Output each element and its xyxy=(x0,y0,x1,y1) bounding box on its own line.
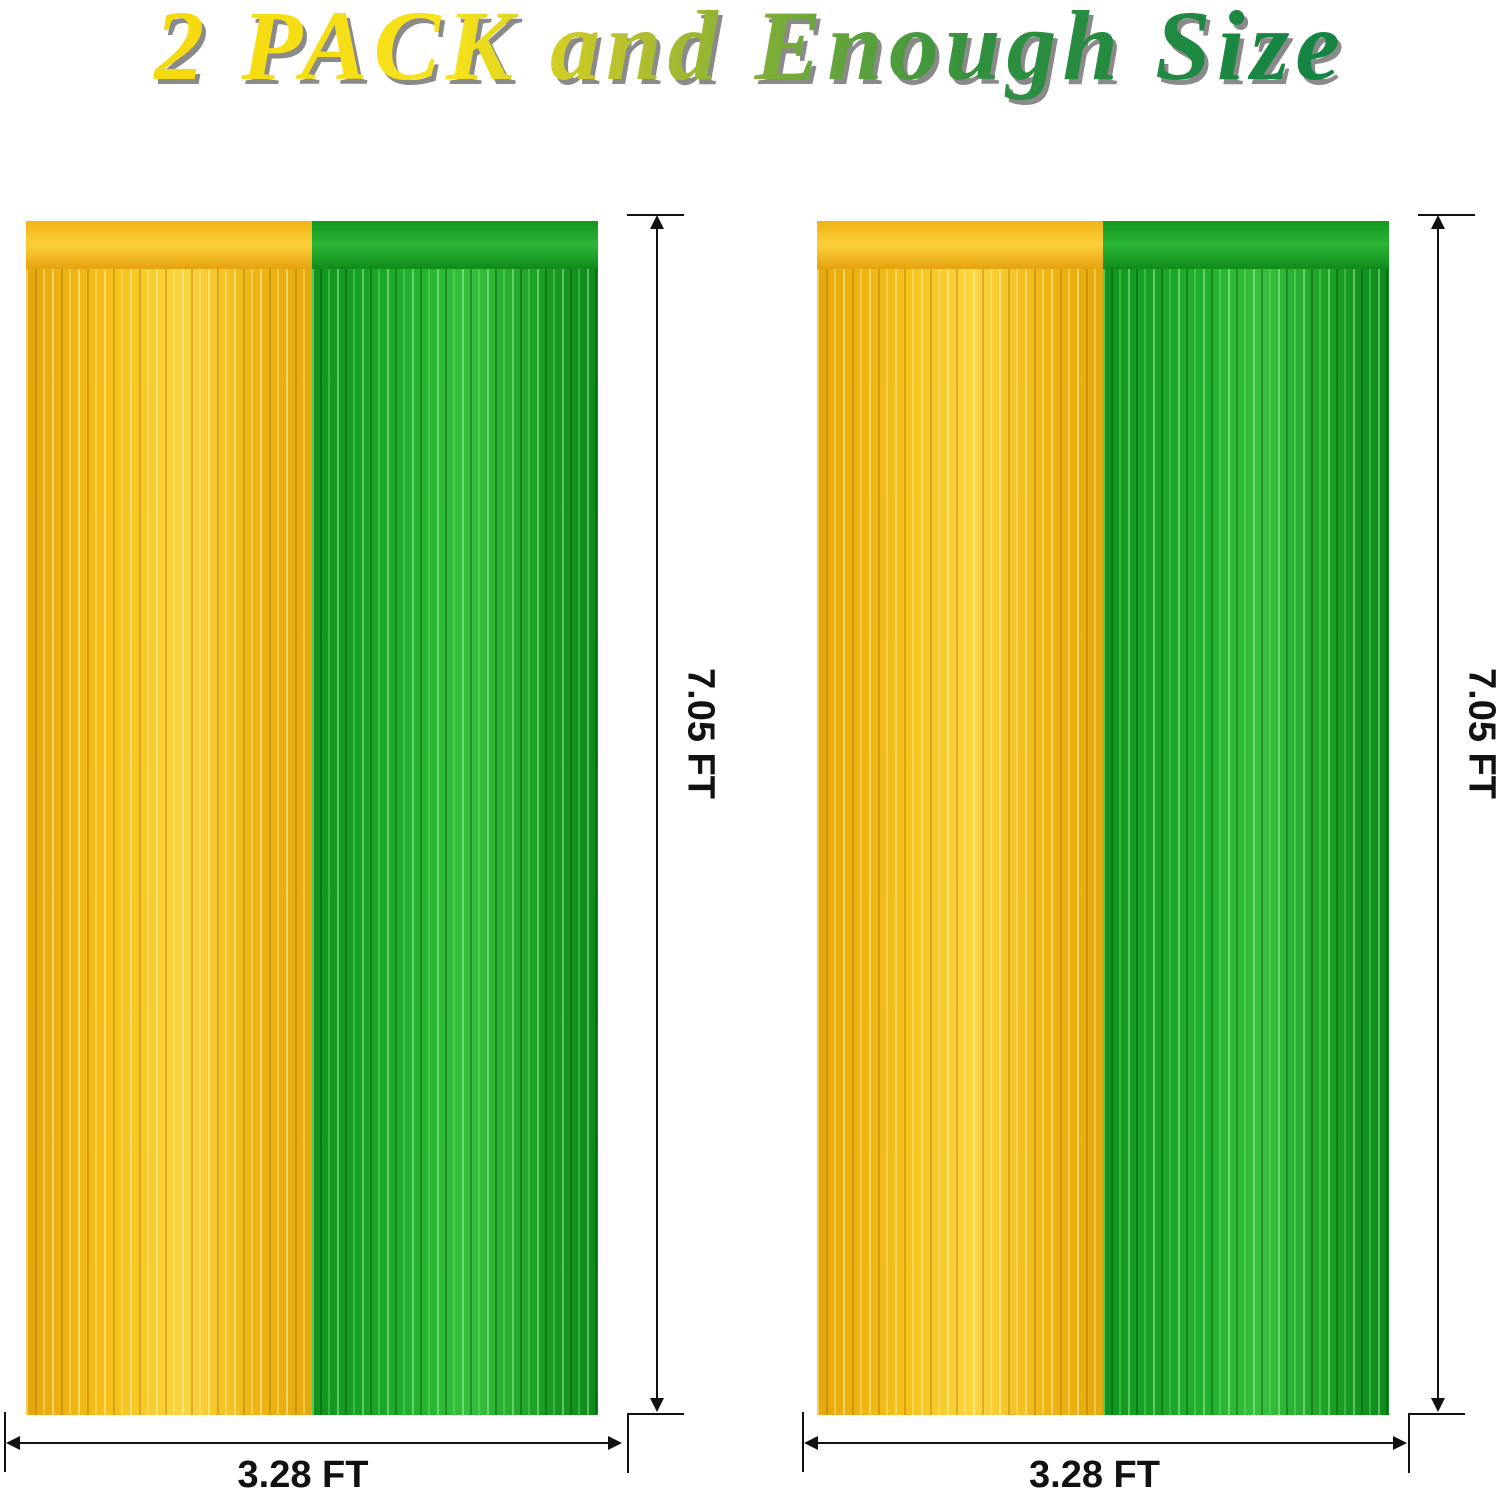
headline: 2 PACK and Enough Size xyxy=(0,0,1500,103)
foil-fringe-curtain xyxy=(817,221,1389,1415)
gold-header-band xyxy=(26,221,312,269)
height-tick-top xyxy=(1418,214,1475,216)
width-tick-left xyxy=(4,1412,6,1472)
arrow-right-icon xyxy=(1393,1436,1407,1450)
width-label: 3.28 FT xyxy=(1029,1454,1160,1496)
height-tick-bottom xyxy=(1408,1413,1465,1415)
arrow-up-icon xyxy=(1431,215,1445,229)
width-dimension-line xyxy=(8,1442,618,1444)
gold-header-band xyxy=(817,221,1103,269)
arrow-down-icon xyxy=(650,1398,664,1412)
arrow-left-icon xyxy=(6,1436,20,1450)
green-curtain-half xyxy=(312,221,598,1415)
height-dimension-line xyxy=(656,220,658,1408)
foil-fringe-curtain xyxy=(26,221,598,1415)
green-header-band xyxy=(312,221,598,269)
gold-curtain-half xyxy=(26,221,312,1415)
height-label: 7.05 FT xyxy=(1460,668,1500,799)
width-tick-right xyxy=(1408,1413,1410,1473)
height-label: 7.05 FT xyxy=(679,668,722,799)
height-dimension-line xyxy=(1437,220,1439,1408)
gold-curtain-half xyxy=(817,221,1103,1415)
arrow-down-icon xyxy=(1431,1398,1445,1412)
width-label: 3.28 FT xyxy=(237,1454,369,1496)
width-tick-left xyxy=(802,1412,804,1472)
green-curtain-half xyxy=(1103,221,1389,1415)
green-header-band xyxy=(1103,221,1389,269)
width-tick-right xyxy=(627,1413,629,1473)
height-tick-bottom xyxy=(627,1413,684,1415)
arrow-right-icon xyxy=(608,1436,622,1450)
arrow-up-icon xyxy=(650,215,664,229)
arrow-left-icon xyxy=(804,1436,818,1450)
width-dimension-line xyxy=(806,1442,1403,1444)
